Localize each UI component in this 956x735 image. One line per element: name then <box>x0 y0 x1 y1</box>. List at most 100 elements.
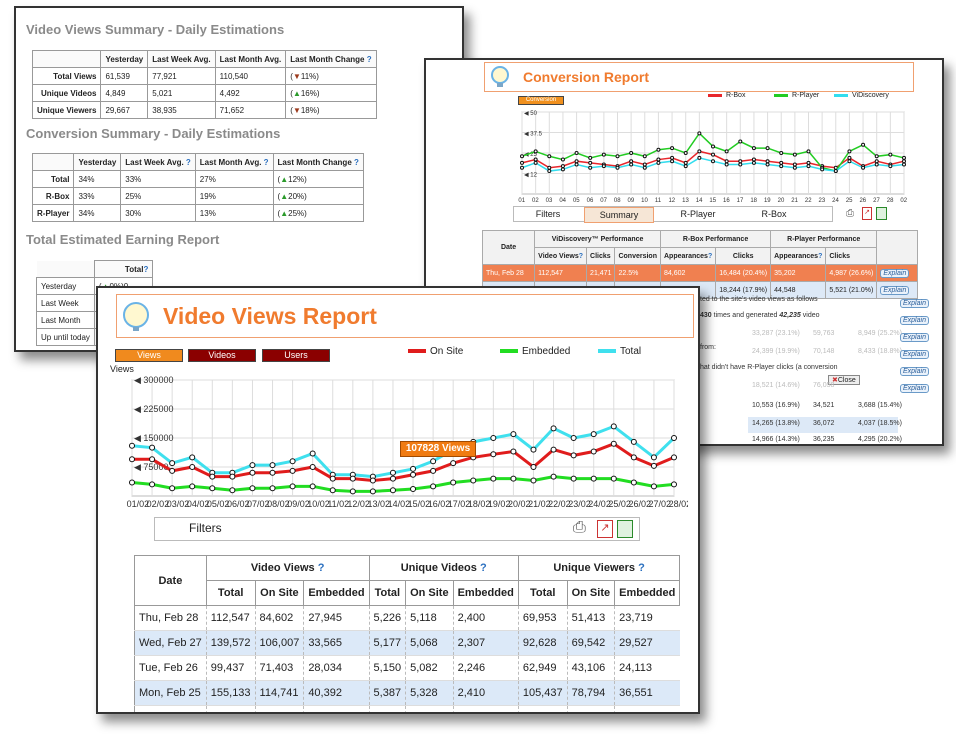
tab-users[interactable]: Users <box>262 349 330 362</box>
cell: 5,328 <box>405 680 454 706</box>
tab-summary[interactable]: Summary <box>584 207 654 223</box>
data-point <box>779 164 784 169</box>
col-header: Last Week Avg. ? <box>120 153 196 171</box>
row-label: Yesterday <box>36 277 95 295</box>
explain-button[interactable]: Explain <box>900 367 929 376</box>
col-group-vidiscovery: ViDiscovery™ Performance <box>534 230 661 248</box>
data-point <box>129 456 135 463</box>
data-point <box>533 149 538 154</box>
col-header: Last Month Avg. ? <box>194 153 274 171</box>
explain-button[interactable]: Explain <box>900 333 929 342</box>
cell: 78,794 <box>566 680 615 706</box>
tab-r-player[interactable]: R-Player <box>680 209 716 219</box>
change-cell: (▲12%) <box>272 170 364 188</box>
table-row[interactable]: Tue, Feb 26 99,437 71,403 28,034 5,150 5,082 2… <box>134 655 680 681</box>
help-icon[interactable]: ? <box>707 252 713 260</box>
data-point <box>209 485 216 492</box>
close-button[interactable]: ✖Close <box>828 375 860 385</box>
conversion-summary-table: Yesterday Last Week Avg. ? Last Month Av… <box>31 153 364 222</box>
explain-button[interactable]: Explain <box>900 384 929 393</box>
table-row[interactable]: Wed, Feb 27 139,572 106,007 33,565 5,177 5,06… <box>134 630 680 656</box>
help-icon[interactable]: ? <box>354 157 359 167</box>
y-tick-label: ◀ 225000 <box>134 404 173 414</box>
cell: 5,963 <box>368 705 406 712</box>
filters-label[interactable]: Filters <box>189 521 222 535</box>
explain-button[interactable]: Explain <box>900 350 929 359</box>
help-icon[interactable]: ? <box>818 252 823 260</box>
pdf-icon[interactable]: ↗ <box>597 520 613 538</box>
data-point <box>724 149 729 154</box>
data-point <box>229 473 236 480</box>
cell: 97,782 <box>517 705 568 712</box>
cell: 99,437 <box>205 655 256 681</box>
cell: 201,430 <box>205 705 256 712</box>
help-icon[interactable]: ? <box>317 562 325 574</box>
data-point <box>711 144 715 149</box>
data-point <box>751 160 756 165</box>
help-icon[interactable]: ? <box>638 562 645 574</box>
tab-videos[interactable]: Videos <box>188 349 256 362</box>
data-point <box>520 165 524 170</box>
cell: 19% <box>194 187 274 205</box>
col-header: Appearances? <box>770 247 827 265</box>
print-icon[interactable]: ⎙ <box>846 208 854 219</box>
data-point <box>792 162 797 167</box>
table-row[interactable]: Sun, Feb 24201,430151,51649,9145,9635,90… <box>134 705 680 712</box>
pdf-icon[interactable]: ↗ <box>862 207 872 220</box>
excel-icon[interactable] <box>617 520 633 538</box>
series-line <box>132 442 675 483</box>
data-point <box>450 479 457 486</box>
data-point <box>430 467 437 474</box>
data-point <box>751 157 756 162</box>
tab-filters[interactable]: Filters <box>535 209 561 219</box>
cell: 49,914 <box>303 705 370 712</box>
data-point <box>833 169 838 174</box>
data-point <box>129 479 135 486</box>
help-icon[interactable]: ? <box>578 252 584 260</box>
explain-button[interactable]: Explain <box>900 316 929 325</box>
x-tick-label: 21/02 <box>528 499 551 509</box>
col-header-date: Date <box>481 230 536 265</box>
data-point <box>642 162 647 167</box>
help-icon[interactable]: ? <box>366 54 372 64</box>
help-icon[interactable]: ? <box>263 157 269 167</box>
data-point <box>861 142 866 147</box>
table-row[interactable]: Mon, Feb 25 155,133 114,741 40,392 5,387 5,32… <box>134 680 680 706</box>
cell: 29,667 <box>100 101 149 119</box>
tab-r-box[interactable]: R-Box <box>761 209 787 219</box>
cell: 30% <box>120 204 196 222</box>
data-point <box>570 475 577 482</box>
x-tick-label: 22/02 <box>548 499 571 509</box>
col-header <box>31 50 102 68</box>
col-header: Video Views? <box>534 247 588 265</box>
data-point <box>490 475 497 482</box>
data-point <box>874 162 879 167</box>
tab-views[interactable]: Views <box>115 349 183 362</box>
data-point <box>169 467 176 474</box>
data-point <box>610 440 617 447</box>
cell: 92,628 <box>517 630 568 656</box>
tab-conversion[interactable]: Conversion <box>518 96 564 105</box>
y-tick-label: ◀ 37.5 <box>524 132 543 138</box>
excel-icon[interactable] <box>876 207 887 220</box>
explain-button[interactable]: Explain <box>880 268 910 278</box>
video-views-chart: ◀ 300000 ◀ 225000 ◀ 150000 ◀ 75000 01/0202/0… <box>127 375 688 509</box>
cell: 25% <box>120 187 196 205</box>
data-point <box>671 454 677 461</box>
help-icon[interactable]: ? <box>479 562 487 574</box>
print-icon[interactable]: ⎙ <box>573 519 586 536</box>
table-row[interactable]: Thu, Feb 28 112,547 84,602 27,945 5,226 5,118… <box>134 605 680 631</box>
table-row: Unique Viewers 29,667 38,935 71,652 (▼18… <box>31 101 377 119</box>
data-point <box>430 458 437 465</box>
col-header-explain <box>876 230 918 265</box>
help-icon[interactable]: ? <box>143 264 149 274</box>
data-point <box>874 159 879 164</box>
data-point <box>169 460 176 467</box>
explain-button[interactable]: Explain <box>900 299 929 308</box>
cell: 5,150 <box>368 655 406 681</box>
table-row[interactable]: Thu, Feb 28 112,547 21,471 22.5% 84,602 … <box>481 264 918 282</box>
help-icon[interactable]: ? <box>185 157 191 167</box>
row-label: Total <box>31 170 75 188</box>
explain-button[interactable]: Explain <box>880 285 910 295</box>
data-point <box>547 165 552 170</box>
